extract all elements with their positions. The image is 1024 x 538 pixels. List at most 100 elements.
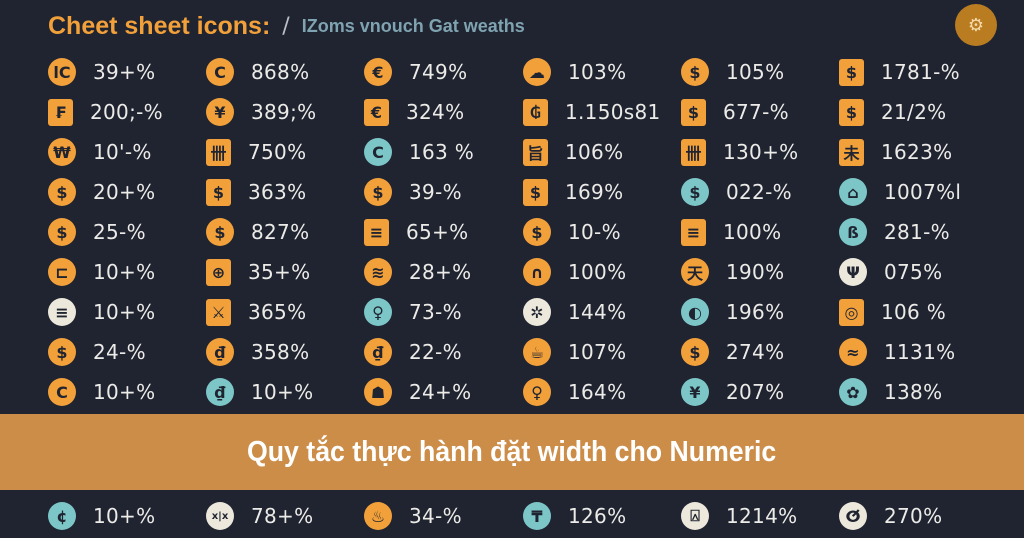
icon-cell: ☕ 107% bbox=[523, 332, 626, 372]
currency-icon: € bbox=[364, 58, 392, 86]
percentage-value: 73-% bbox=[409, 300, 462, 324]
currency-icon: ¥ bbox=[681, 378, 709, 406]
percentage-value: 10+% bbox=[93, 260, 156, 284]
icon-cell: $274% bbox=[681, 332, 784, 372]
icon-cell: $25-% bbox=[48, 212, 146, 252]
currency-icon: ♀ bbox=[523, 378, 551, 406]
icon-cell: ß 281-% bbox=[839, 212, 950, 252]
icon-cell: C 868% bbox=[206, 52, 309, 92]
percentage-value: 1781-% bbox=[881, 60, 960, 84]
percentage-value: 10+% bbox=[93, 504, 156, 528]
icon-cell: ₫ 22-% bbox=[364, 332, 462, 372]
currency-icon: $ bbox=[681, 58, 709, 86]
icon-cell: $022-% bbox=[681, 172, 792, 212]
icon-cell: ♀ 164% bbox=[523, 372, 626, 412]
currency-icon: ♨ bbox=[364, 502, 392, 530]
percentage-value: 138% bbox=[884, 380, 943, 404]
icon-cell: ◐ 196% bbox=[681, 292, 784, 332]
currency-icon: lC bbox=[48, 58, 76, 86]
icon-cell: Ψ 075% bbox=[839, 252, 942, 292]
currency-icon: ◐ bbox=[681, 298, 709, 326]
icon-cell: ₸ 126% bbox=[523, 496, 626, 536]
percentage-value: 389;% bbox=[251, 100, 317, 124]
percentage-value: 107% bbox=[568, 340, 627, 364]
icon-cell: 卌 130+% bbox=[681, 132, 798, 172]
currency-icon: ₲ bbox=[523, 98, 548, 126]
separator: / bbox=[282, 13, 290, 39]
percentage-value: 274% bbox=[726, 340, 785, 364]
icon-cell: ⵚ 270% bbox=[839, 496, 942, 536]
currency-icon: $ bbox=[206, 218, 234, 246]
currency-icon: $ bbox=[681, 98, 706, 126]
currency-icon: ₩ bbox=[48, 138, 76, 166]
percentage-value: 106 % bbox=[881, 300, 947, 324]
currency-icon: 卌 bbox=[206, 138, 231, 166]
currency-icon: ✲ bbox=[523, 298, 551, 326]
currency-icon: ☁ bbox=[523, 58, 551, 86]
percentage-value: 105% bbox=[726, 60, 785, 84]
icon-cell: ¢ 10+% bbox=[48, 496, 155, 536]
icon-cell: ₩10'-% bbox=[48, 132, 152, 172]
percentage-value: 075% bbox=[884, 260, 943, 284]
currency-icon: ≡ bbox=[48, 298, 76, 326]
percentage-value: 24+% bbox=[409, 380, 472, 404]
percentage-value: 358% bbox=[251, 340, 310, 364]
currency-icon: ₸ bbox=[523, 502, 551, 530]
icon-cell: ₫ 10+% bbox=[206, 372, 313, 412]
percentage-value: 750% bbox=[248, 140, 307, 164]
icon-cell: ☁ 103% bbox=[523, 52, 626, 92]
icon-cell: ◎ 106 % bbox=[839, 292, 946, 332]
currency-icon: 天 bbox=[681, 258, 709, 286]
currency-icon: $ bbox=[681, 178, 709, 206]
percentage-value: 827% bbox=[251, 220, 310, 244]
icon-cell: 天 190% bbox=[681, 252, 784, 292]
currency-icon: € bbox=[364, 98, 389, 126]
icon-cell: 卌 750% bbox=[206, 132, 306, 172]
icon-cell: ♀ 73-% bbox=[364, 292, 462, 332]
currency-icon: ☗ bbox=[364, 378, 392, 406]
currency-icon: ¥ bbox=[206, 98, 234, 126]
icon-cell: ¥389;% bbox=[206, 92, 316, 132]
currency-icon: ≈ bbox=[839, 338, 867, 366]
icon-cell: ⊏ 10+% bbox=[48, 252, 155, 292]
currency-icon: ß bbox=[839, 218, 867, 246]
icon-cell: ☗ 24+% bbox=[364, 372, 471, 412]
icon-cell: $169% bbox=[523, 172, 623, 212]
percentage-value: 100% bbox=[723, 220, 782, 244]
icon-cell: €749% bbox=[364, 52, 467, 92]
percentage-value: 190% bbox=[726, 260, 785, 284]
currency-icon: ∩ bbox=[523, 258, 551, 286]
icon-cell: $363% bbox=[206, 172, 306, 212]
icon-cell: ₫ 358% bbox=[206, 332, 309, 372]
percentage-value: 65+% bbox=[406, 220, 469, 244]
currency-icon: $ bbox=[839, 98, 864, 126]
icon-cell: ∩ 100% bbox=[523, 252, 626, 292]
percentage-value: 35+% bbox=[248, 260, 311, 284]
currency-icon: ⊕ bbox=[206, 258, 231, 286]
percentage-value: 196% bbox=[726, 300, 785, 324]
percentage-value: 1007%l bbox=[884, 180, 962, 204]
percentage-value: 21/2% bbox=[881, 100, 947, 124]
percentage-value: 1131% bbox=[884, 340, 956, 364]
percentage-value: 270% bbox=[884, 504, 943, 528]
currency-icon: ☕ bbox=[523, 338, 551, 366]
icon-cell: 旨 106% bbox=[523, 132, 623, 172]
percentage-value: 24-% bbox=[93, 340, 146, 364]
banner: Quy tắc thực hành đặt width cho Numeric bbox=[0, 414, 1024, 490]
percentage-value: 1623% bbox=[881, 140, 953, 164]
icon-cell: ⊕ 35+% bbox=[206, 252, 310, 292]
percentage-value: 25-% bbox=[93, 220, 146, 244]
currency-icon: ₣ bbox=[48, 98, 73, 126]
percentage-value: 39-% bbox=[409, 180, 462, 204]
page-title: Cheet sheet icons: bbox=[48, 11, 271, 40]
currency-icon: ₫ bbox=[364, 338, 392, 366]
percentage-value: 324% bbox=[406, 100, 465, 124]
percentage-value: 106% bbox=[565, 140, 624, 164]
percentage-value: 10+% bbox=[251, 380, 314, 404]
currency-icon: ✿ bbox=[839, 378, 867, 406]
icon-cell: ¥207% bbox=[681, 372, 784, 412]
currency-icon: ₫ bbox=[206, 378, 234, 406]
icon-cell: ⚔ 365% bbox=[206, 292, 306, 332]
currency-icon: ♀ bbox=[364, 298, 392, 326]
percentage-value: 130+% bbox=[723, 140, 799, 164]
